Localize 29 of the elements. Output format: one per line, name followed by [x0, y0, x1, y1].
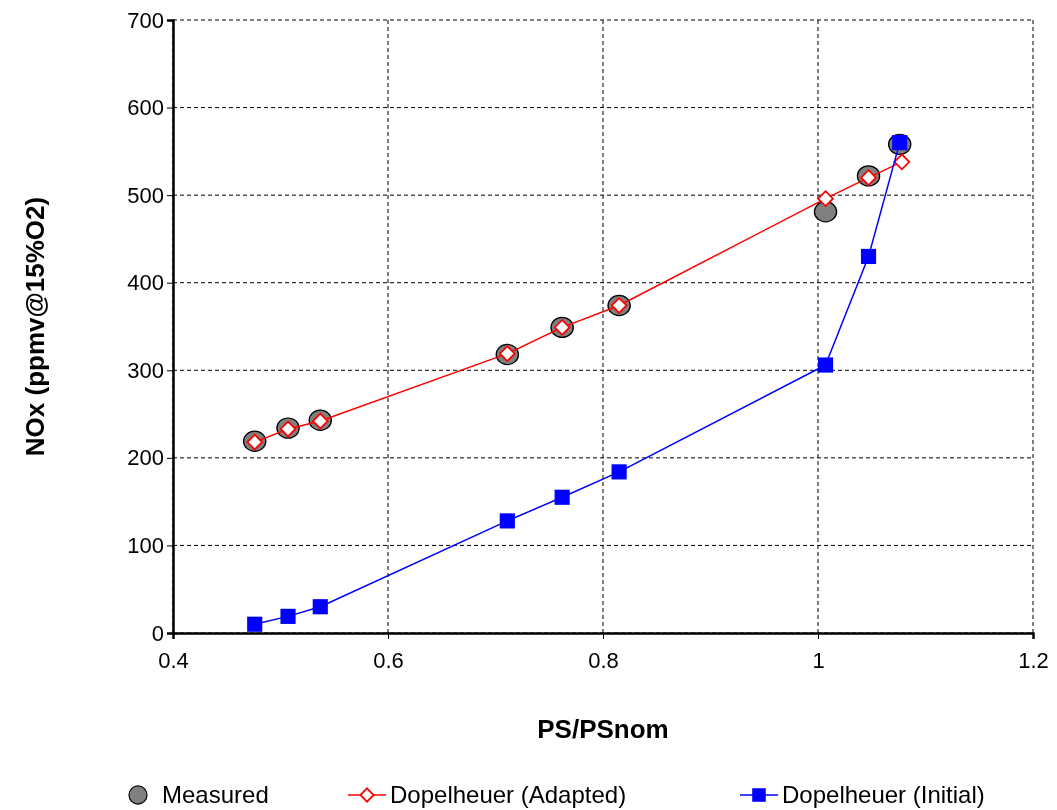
x-axis-title: PS/PSnom	[537, 714, 669, 744]
point	[280, 608, 296, 624]
legend-label: Dopelheuer (Initial)	[782, 781, 985, 809]
point	[893, 153, 911, 171]
legend-label: Dopelheuer (Adapted)	[390, 781, 627, 809]
point	[499, 513, 515, 529]
x-tick-label: 1.2	[1018, 648, 1049, 674]
y-tick-label: 300	[127, 357, 164, 383]
point	[312, 599, 328, 615]
y-tick-label: 200	[127, 445, 164, 471]
point	[860, 248, 877, 265]
x-tick-label: 1	[812, 648, 825, 674]
y-axis-title: NOx (ppmv@15%O2)	[20, 196, 50, 457]
point	[817, 190, 834, 207]
y-tick-label: 400	[127, 270, 164, 296]
x-tick-label: 0.6	[373, 648, 404, 674]
x-tick-label: 0.8	[588, 648, 619, 674]
y-tick-label: 600	[127, 95, 164, 121]
point	[813, 201, 838, 223]
y-tick-label: 700	[127, 7, 164, 33]
legend-label: Measured	[162, 781, 269, 809]
point	[817, 357, 834, 373]
y-tick-label: 100	[127, 532, 164, 558]
y-tick-label: 500	[127, 182, 164, 208]
point	[554, 489, 570, 505]
point	[247, 616, 263, 632]
x-tick-label: 0.4	[158, 648, 189, 674]
y-tick-label: 0	[151, 620, 164, 646]
point	[611, 464, 627, 480]
